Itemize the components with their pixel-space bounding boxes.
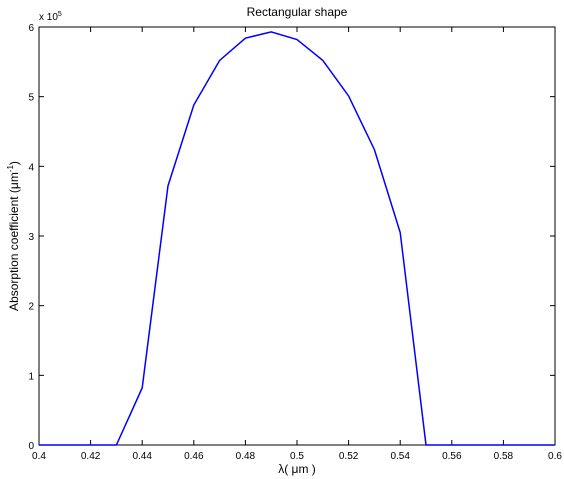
x-tick-label: 0.46 — [184, 451, 204, 462]
x-tick-label: 0.48 — [236, 451, 256, 462]
chart-title: Rectangular shape — [247, 5, 348, 19]
x-axis: 0.4 0.42 0.44 0.46 0.48 0.5 0.52 0.54 0.56 0.58 0.… — [32, 27, 562, 462]
x-tick-label: 0.42 — [81, 451, 101, 462]
x-axis-label: λ( μm ) — [278, 462, 316, 476]
y-tick-label: 0 — [28, 441, 34, 452]
x-tick-label: 0.54 — [390, 451, 410, 462]
y-axis-label: Absorption coefficient (μm-1) — [6, 161, 21, 311]
x-tick-label: 0.4 — [32, 451, 46, 462]
y-tick-label: 3 — [28, 232, 34, 243]
x-tick-label: 0.6 — [548, 451, 562, 462]
x-tick-label: 0.5 — [290, 451, 304, 462]
series-line — [39, 31, 555, 446]
y-multiplier: x 105 — [39, 11, 62, 23]
series-layer — [39, 31, 555, 446]
x-tick-label: 0.44 — [132, 451, 152, 462]
y-tick-label: 4 — [28, 162, 34, 173]
y-axis: 0 1 2 3 4 5 6 — [28, 23, 555, 452]
y-tick-label: 6 — [28, 23, 34, 34]
x-tick-label: 0.56 — [442, 451, 462, 462]
y-tick-label: 2 — [28, 302, 34, 313]
plot-area — [38, 26, 556, 446]
y-tick-label: 5 — [28, 93, 34, 104]
y-tick-label: 1 — [28, 371, 34, 382]
x-tick-label: 0.52 — [339, 451, 359, 462]
x-tick-label: 0.58 — [494, 451, 514, 462]
